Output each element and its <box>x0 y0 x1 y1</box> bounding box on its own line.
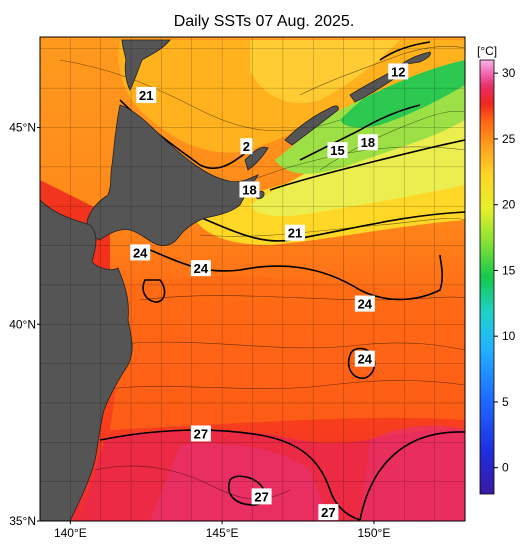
contour-label-bg <box>136 87 157 104</box>
contour-27 <box>99 429 361 521</box>
contour-12 <box>379 41 431 61</box>
contour-label: 24 <box>358 297 373 312</box>
contour-label: 21 <box>288 226 302 241</box>
colorbar: [°C] 30 25 20 15 10 5 0 <box>477 44 516 495</box>
lat-label: 45°N <box>9 121 36 135</box>
kuril-island <box>284 105 339 146</box>
contour-label: 15 <box>330 143 344 158</box>
contour-label: 27 <box>254 489 268 504</box>
contour-label-bg <box>130 244 151 261</box>
colorbar-tick-label: 0 <box>502 461 509 475</box>
contour-label: 12 <box>391 64 405 79</box>
warm-water-south-core <box>150 443 330 521</box>
hokkaido-land <box>86 104 259 246</box>
contour-label: 27 <box>194 426 208 441</box>
honshu-land <box>40 199 133 521</box>
contour-label: 24 <box>133 245 148 260</box>
contour-label: 27 <box>321 505 335 520</box>
colorbar-tick-label: 5 <box>502 395 509 409</box>
mid-orange-band <box>110 276 465 430</box>
okhotsk-pale <box>250 40 400 104</box>
contour-label-bg <box>285 224 305 241</box>
contour-label: 24 <box>194 261 209 276</box>
thin-contour <box>59 59 341 132</box>
contour-24 <box>347 347 376 380</box>
contour-24 <box>142 279 166 303</box>
colorbar-tick-label: 20 <box>502 198 516 212</box>
map-frame <box>39 36 466 522</box>
contour-label: 18 <box>242 182 256 197</box>
contour-label-bg <box>190 260 211 277</box>
contour-label-bg <box>354 350 375 367</box>
thin-contour <box>109 341 465 351</box>
colorbar-tick-label: 25 <box>502 132 516 146</box>
contour-label-bg <box>354 295 375 312</box>
contour-label: 18 <box>361 135 375 150</box>
colorbar-gradient <box>479 59 495 495</box>
colorbar-tick-label: 10 <box>502 329 516 343</box>
lon-label: 150°E <box>358 526 391 540</box>
thin-contour <box>139 295 465 301</box>
contour-label: 21 <box>139 88 153 103</box>
lat-label: 40°N <box>9 317 36 331</box>
contour-label: 24 <box>358 352 373 367</box>
contour-label: 2 <box>243 139 250 154</box>
colorbar-unit: [°C] <box>477 44 497 58</box>
contour-label-bg <box>357 134 378 151</box>
contour-label-bg <box>327 142 348 159</box>
contour-label-bg <box>388 63 409 80</box>
contour-15 <box>299 104 421 161</box>
lon-label: 145°E <box>206 526 239 540</box>
thin-contour <box>99 380 465 391</box>
colorbar-tick-label: 15 <box>502 263 516 277</box>
warm-water-southeast-core <box>360 425 465 521</box>
map-title: Daily SSTs 07 Aug. 2025. <box>173 13 355 30</box>
lon-label: 140°E <box>54 526 87 540</box>
thin-contour <box>299 45 465 96</box>
kuril-island <box>244 146 269 171</box>
lat-label: 35°N <box>9 514 36 528</box>
kuril-island <box>399 51 431 66</box>
contour-label-bg <box>251 488 272 505</box>
contour-label-bg <box>239 181 260 198</box>
sakhalin-land <box>121 39 171 91</box>
contour-label-bg <box>190 425 211 442</box>
contour-27 <box>359 431 465 521</box>
contour-18 <box>269 139 465 191</box>
contour-label-bg <box>318 504 339 521</box>
colorbar-tick-label: 30 <box>502 66 516 80</box>
contour-label-bg <box>240 138 253 155</box>
